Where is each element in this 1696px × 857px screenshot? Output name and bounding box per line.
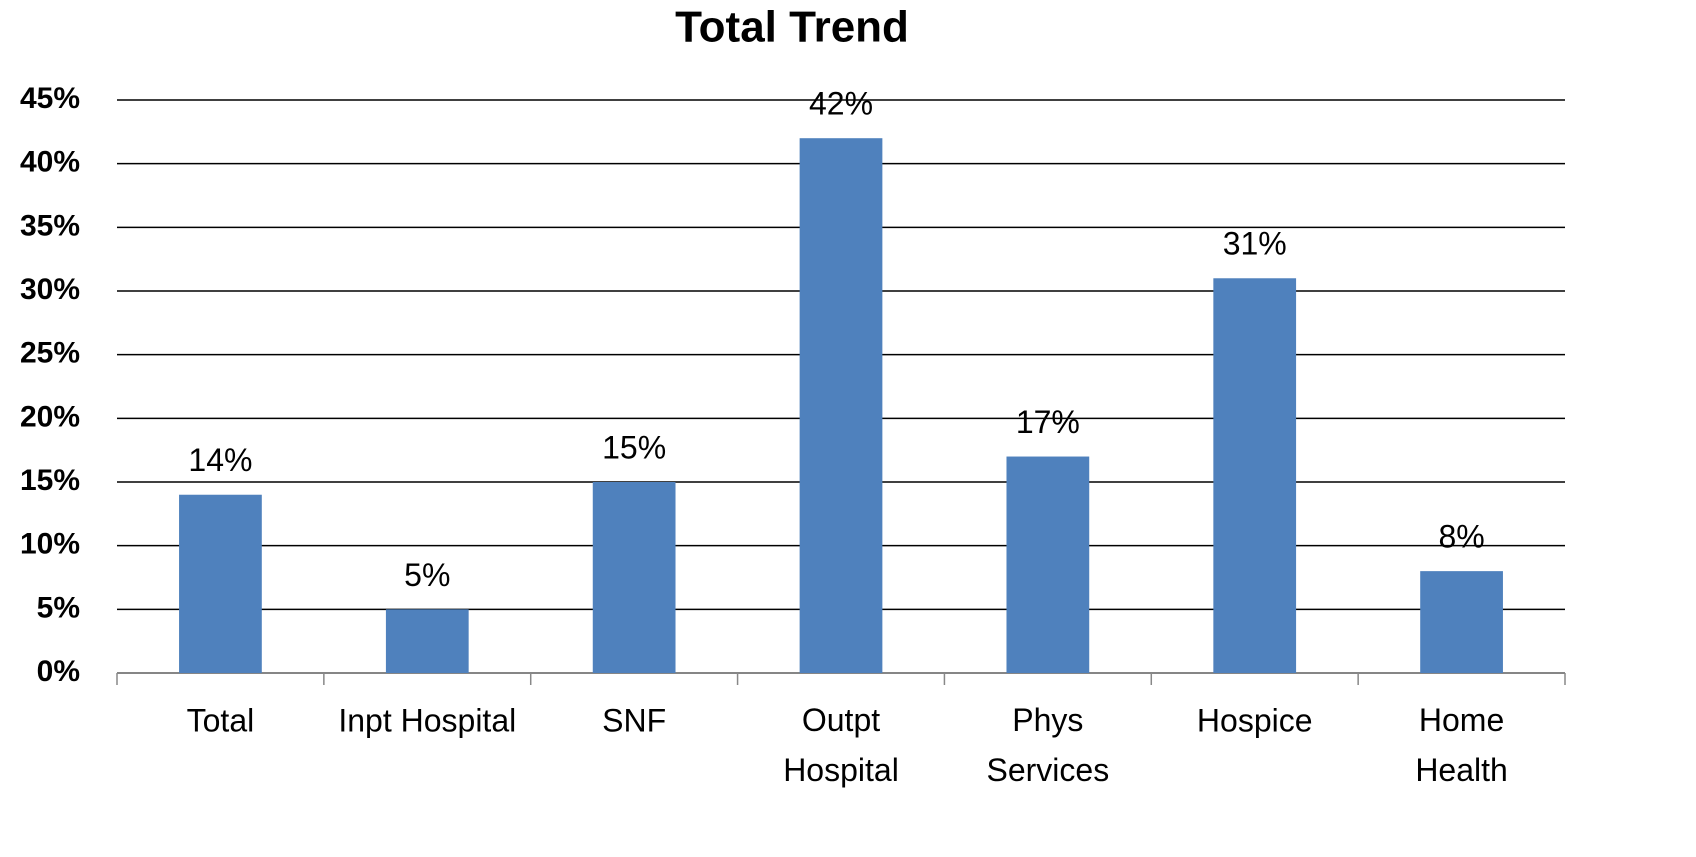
x-tick-label: Outpt Hospital [783, 702, 899, 788]
x-tick-label: Total [187, 702, 255, 738]
y-tick-label: 20% [20, 400, 80, 433]
value-label: 15% [602, 429, 666, 465]
y-tick-label: 35% [20, 209, 80, 242]
bar [1213, 278, 1297, 673]
y-tick-label: 5% [37, 591, 80, 624]
x-tick-label: Hospice [1197, 702, 1313, 738]
value-label: 31% [1223, 226, 1287, 262]
bar [592, 482, 676, 673]
bar [1420, 571, 1503, 673]
y-tick-label: 10% [20, 528, 80, 561]
x-tick-label: Phys Services [987, 702, 1110, 788]
value-label: 14% [188, 442, 252, 478]
value-label: 5% [404, 557, 450, 593]
value-label: 42% [809, 86, 873, 122]
bar [179, 494, 262, 673]
x-tick-label: SNF [602, 702, 666, 738]
y-tick-label: 25% [20, 337, 80, 370]
y-tick-label: 40% [20, 146, 80, 179]
y-tick-label: 15% [20, 464, 80, 497]
x-tick-label: Inpt Hospital [338, 702, 516, 738]
y-tick-label: 0% [37, 655, 80, 688]
chart-title: Total Trend [675, 3, 909, 52]
y-tick-label: 30% [20, 273, 80, 306]
bar [799, 138, 883, 673]
x-tick-label: Home Health [1415, 702, 1508, 788]
y-tick-label: 45% [20, 82, 80, 115]
value-label: 17% [1016, 404, 1080, 440]
bar [1006, 456, 1090, 673]
bar [385, 609, 469, 673]
value-label: 8% [1438, 519, 1484, 555]
